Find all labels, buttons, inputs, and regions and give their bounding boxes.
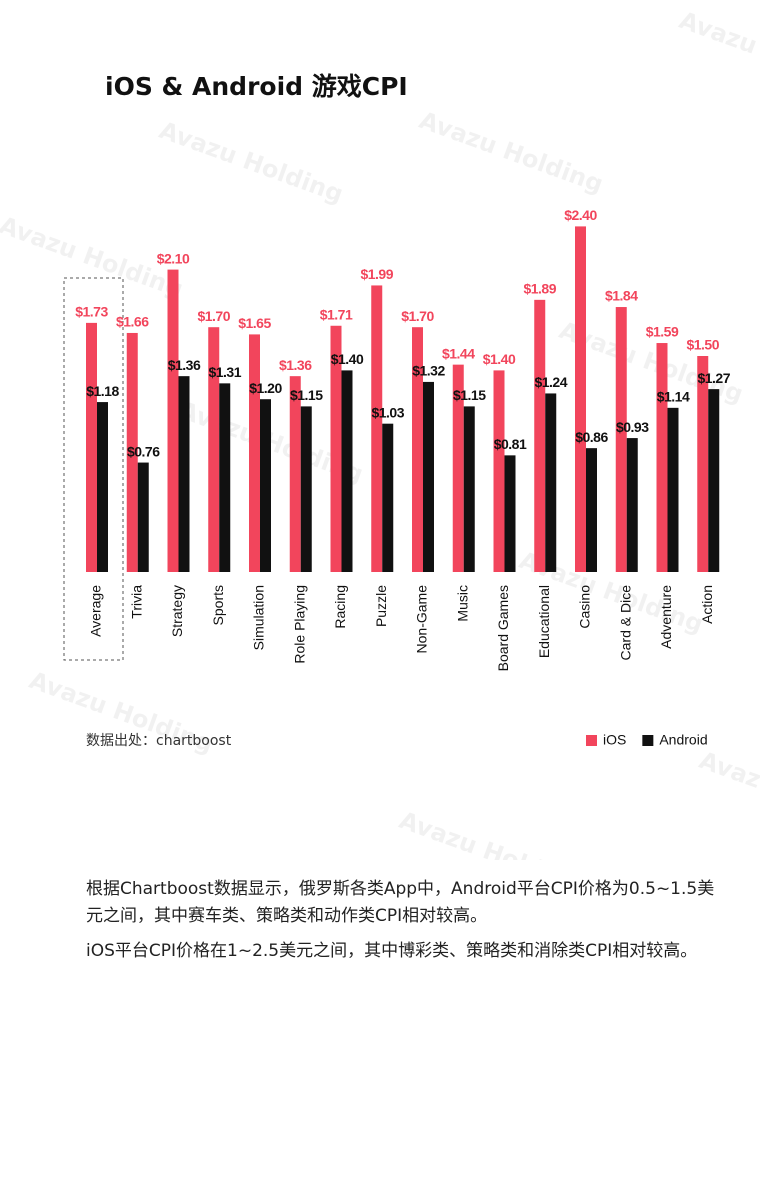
x-tick-label: Role Playing bbox=[291, 585, 307, 664]
x-tick-label: Puzzle bbox=[373, 585, 389, 627]
bar bbox=[249, 334, 260, 572]
value-label: $1.65 bbox=[238, 315, 271, 331]
bar bbox=[167, 269, 179, 572]
value-label: $0.81 bbox=[494, 436, 527, 452]
bar bbox=[137, 462, 149, 572]
bar bbox=[208, 327, 220, 572]
bar bbox=[697, 356, 709, 572]
bar bbox=[586, 448, 597, 572]
value-label: $1.15 bbox=[290, 387, 323, 403]
chart-title: iOS & Android 游戏CPI bbox=[105, 72, 408, 101]
value-label: $1.24 bbox=[534, 374, 567, 390]
watermark: Avazu Holding bbox=[416, 106, 607, 198]
x-tick-label: Sports bbox=[210, 585, 226, 625]
value-label: $1.27 bbox=[697, 370, 730, 386]
bar bbox=[330, 325, 342, 572]
bar bbox=[452, 364, 464, 572]
bar bbox=[341, 370, 353, 572]
value-label: $1.03 bbox=[371, 404, 404, 420]
value-label: $1.40 bbox=[331, 351, 364, 367]
value-label: $1.14 bbox=[657, 389, 690, 405]
x-tick-label: Non-Game bbox=[414, 585, 430, 654]
source-note: 数据出处：chartboost bbox=[86, 733, 232, 749]
description: 根据Chartboost数据显示，俄罗斯各类App中，Android平台CPI价… bbox=[86, 876, 731, 973]
x-tick-label: Casino bbox=[577, 585, 593, 629]
value-label: $1.18 bbox=[86, 383, 119, 399]
bar bbox=[382, 423, 394, 572]
value-label: $1.50 bbox=[686, 337, 719, 353]
bar bbox=[504, 455, 516, 572]
value-label: $1.15 bbox=[453, 387, 486, 403]
value-label: $2.40 bbox=[564, 207, 597, 223]
bar bbox=[126, 332, 138, 572]
value-label: $1.36 bbox=[279, 357, 312, 373]
value-label: $1.31 bbox=[208, 364, 241, 380]
value-label: $1.70 bbox=[401, 308, 434, 324]
value-label: $1.20 bbox=[249, 380, 282, 396]
bar bbox=[545, 393, 557, 572]
bar bbox=[371, 285, 383, 572]
bar bbox=[708, 389, 720, 572]
value-label: $0.93 bbox=[616, 419, 649, 435]
value-label: $1.89 bbox=[523, 281, 556, 297]
bar bbox=[575, 226, 586, 572]
bar bbox=[86, 322, 97, 572]
bar bbox=[289, 376, 301, 572]
bar bbox=[656, 343, 668, 572]
legend-label: Android bbox=[659, 732, 707, 748]
value-label: $1.36 bbox=[168, 357, 201, 373]
highlight-box bbox=[63, 277, 124, 661]
x-tick-label: Simulation bbox=[251, 585, 267, 650]
x-tick-label: Card & Dice bbox=[617, 585, 633, 661]
watermark: Avazu Holding bbox=[676, 6, 760, 98]
x-tick-label: Adventure bbox=[658, 585, 674, 649]
bar bbox=[615, 307, 627, 572]
bar bbox=[219, 383, 231, 572]
value-label: $2.10 bbox=[157, 250, 190, 266]
bar bbox=[412, 327, 423, 572]
bar bbox=[493, 370, 505, 572]
value-label: $1.66 bbox=[116, 314, 149, 330]
legend-swatch bbox=[642, 735, 654, 746]
x-tick-label: Board Games bbox=[495, 585, 511, 671]
paragraph: 根据Chartboost数据显示，俄罗斯各类App中，Android平台CPI价… bbox=[86, 879, 715, 926]
value-label: $1.59 bbox=[646, 324, 679, 340]
value-label: $0.76 bbox=[127, 443, 160, 459]
watermark: Avazu Holding bbox=[156, 116, 347, 208]
bar bbox=[463, 406, 475, 572]
bar bbox=[178, 376, 190, 572]
x-tick-label: Action bbox=[699, 585, 715, 624]
value-label: $1.32 bbox=[412, 363, 445, 379]
watermark: Avazu Holding bbox=[396, 806, 587, 860]
x-tick-label: Average bbox=[88, 585, 104, 637]
x-tick-label: Strategy bbox=[169, 585, 185, 637]
bar bbox=[300, 406, 312, 572]
x-tick-label: Trivia bbox=[128, 585, 144, 619]
value-label: $1.84 bbox=[605, 288, 638, 304]
bar bbox=[534, 299, 546, 572]
paragraph: iOS平台CPI价格在1~2.5美元之间，其中博彩类、策略类和消除类CPI相对较… bbox=[86, 941, 698, 961]
x-tick-label: Racing bbox=[332, 585, 348, 629]
legend-swatch bbox=[586, 735, 597, 746]
x-tick-label: Educational bbox=[536, 585, 552, 658]
value-label: $1.40 bbox=[483, 351, 516, 367]
bar bbox=[423, 381, 434, 572]
value-label: $1.70 bbox=[197, 308, 230, 324]
value-label: $1.44 bbox=[442, 345, 475, 361]
legend-label: iOS bbox=[603, 732, 626, 748]
value-label: $1.73 bbox=[75, 304, 108, 320]
value-label: $0.86 bbox=[575, 429, 608, 445]
bar bbox=[97, 402, 108, 572]
bar bbox=[667, 407, 679, 572]
bar bbox=[626, 438, 638, 572]
value-label: $1.99 bbox=[360, 266, 393, 282]
bar bbox=[260, 399, 271, 572]
value-label: $1.71 bbox=[320, 306, 353, 322]
x-tick-label: Music bbox=[454, 585, 470, 622]
watermark: Avazu Holding bbox=[696, 746, 760, 838]
